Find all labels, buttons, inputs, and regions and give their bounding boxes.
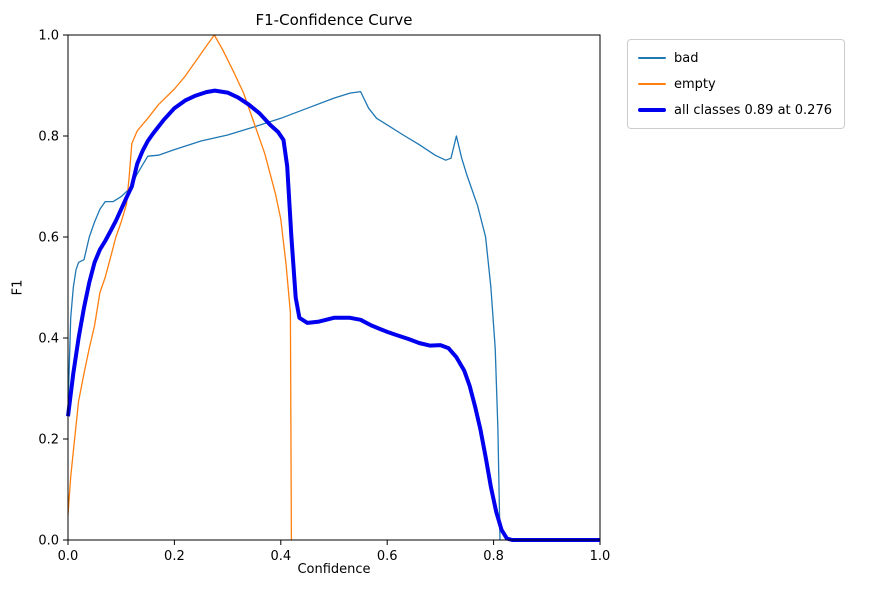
x-axis-label: Confidence: [297, 562, 371, 577]
legend-line-sample-all-classes: [638, 108, 666, 112]
legend-line-sample-empty: [638, 83, 666, 85]
series-line-all-classes: [66, 88, 600, 542]
x-tick-label: 0.2: [164, 549, 185, 564]
y-tick-label: 0.8: [38, 130, 59, 145]
legend-line-sample-bad: [638, 57, 666, 59]
y-tick-label: 0.6: [38, 231, 59, 246]
chart-title: F1-Confidence Curve: [255, 11, 413, 29]
y-tick-label: 0.4: [38, 332, 59, 347]
x-tick-label: 0.4: [270, 549, 291, 564]
axes-spines: [67, 34, 601, 541]
x-tick-label: 0.8: [483, 549, 504, 564]
legend-item-empty: empty: [638, 75, 832, 93]
x-tick-label: 1.0: [590, 549, 611, 564]
legend-item-bad: bad: [638, 49, 832, 67]
y-tick-label: 1.0: [38, 29, 59, 44]
legend: bad empty all classes 0.89 at 0.276: [627, 39, 845, 129]
x-tick-label: 0.0: [58, 549, 79, 564]
y-axis-label: F1: [10, 279, 26, 296]
series-line-empty: [67, 34, 293, 541]
y-tick-label: 0.0: [38, 534, 59, 549]
x-tick-label: 0.6: [377, 549, 398, 564]
legend-label-all-classes: all classes 0.89 at 0.276: [674, 102, 832, 118]
legend-item-all-classes: all classes 0.89 at 0.276: [638, 101, 832, 119]
legend-label-bad: bad: [674, 50, 699, 66]
y-tick-label: 0.2: [38, 433, 59, 448]
series-line-bad: [67, 90, 501, 541]
legend-label-empty: empty: [674, 76, 716, 92]
